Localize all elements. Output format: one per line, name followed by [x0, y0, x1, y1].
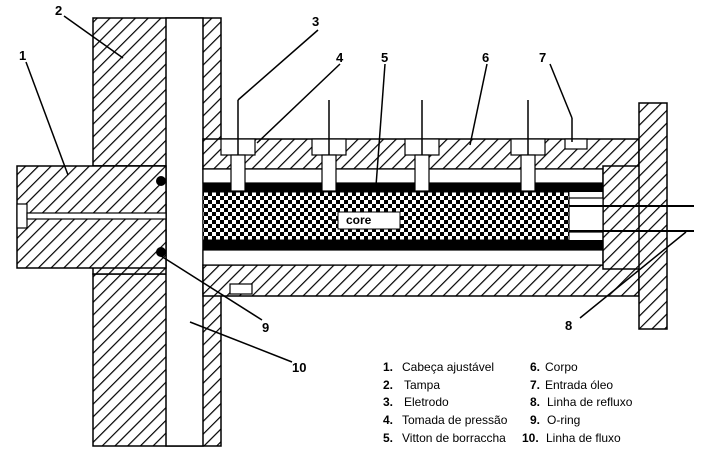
adjustable-head [16, 165, 167, 269]
svg-text:Linha de refluxo: Linha de refluxo [547, 395, 633, 409]
leader-lines [25, 15, 687, 363]
callout-10: 10 [292, 360, 306, 375]
callout-9: 9 [262, 320, 269, 335]
outlet-lines [569, 205, 694, 232]
svg-text:Tampa: Tampa [404, 378, 440, 392]
callout-numbers: 1 2 3 4 5 6 7 8 9 10 [19, 3, 572, 375]
flow-channel [165, 17, 204, 447]
callout-7: 7 [539, 50, 546, 65]
svg-text:Corpo: Corpo [545, 360, 578, 374]
legend: 1. Cabeça ajustável 2. Tampa 3. Eletrodo… [383, 360, 633, 445]
svg-text:7.: 7. [530, 378, 540, 392]
body-lower-wall [202, 264, 640, 297]
svg-text:3.: 3. [383, 395, 393, 409]
callout-3: 3 [312, 14, 319, 29]
svg-text:2.: 2. [383, 378, 393, 392]
vitton-sleeve-top [203, 183, 603, 192]
svg-text:Linha de fluxo: Linha de fluxo [546, 431, 621, 445]
legend-item: 10. Linha de fluxo [522, 431, 621, 445]
legend-item: 7. Entrada óleo [530, 378, 613, 392]
core-label: core [346, 213, 372, 227]
legend-item: 6. Corpo [530, 360, 578, 374]
svg-text:1.: 1. [383, 360, 393, 374]
svg-text:Vitton de borraccha: Vitton de borraccha [402, 431, 506, 445]
legend-item: 5. Vitton de borraccha [383, 431, 506, 445]
svg-text:Eletrodo: Eletrodo [404, 395, 449, 409]
legend-item: 2. Tampa [383, 378, 440, 392]
legend-item: 1. Cabeça ajustável [383, 360, 494, 374]
svg-text:5.: 5. [383, 431, 393, 445]
o-ring-top [156, 176, 166, 186]
legend-item: 8. Linha de refluxo [530, 395, 633, 409]
callout-4: 4 [336, 50, 344, 65]
callout-1: 1 [19, 48, 26, 63]
vitton-sleeve-bottom [203, 240, 603, 250]
callout-5: 5 [381, 50, 388, 65]
svg-text:10.: 10. [522, 431, 539, 445]
callout-6: 6 [482, 50, 489, 65]
legend-item: 4. Tomada de pressão [383, 413, 508, 427]
svg-text:Entrada óleo: Entrada óleo [545, 378, 613, 392]
svg-text:9.: 9. [530, 413, 540, 427]
svg-text:4.: 4. [383, 413, 393, 427]
legend-item: 3. Eletrodo [383, 395, 449, 409]
callout-8: 8 [565, 318, 572, 333]
svg-text:Cabeça ajustável: Cabeça ajustável [402, 360, 494, 374]
svg-text:8.: 8. [530, 395, 540, 409]
right-flange [638, 102, 668, 330]
svg-text:6.: 6. [530, 360, 540, 374]
legend-item: 9. O-ring [530, 413, 580, 427]
callout-2: 2 [55, 3, 62, 18]
o-ring-bottom [156, 247, 166, 257]
svg-text:O-ring: O-ring [547, 413, 580, 427]
svg-text:Tomada de pressão: Tomada de pressão [402, 413, 508, 427]
